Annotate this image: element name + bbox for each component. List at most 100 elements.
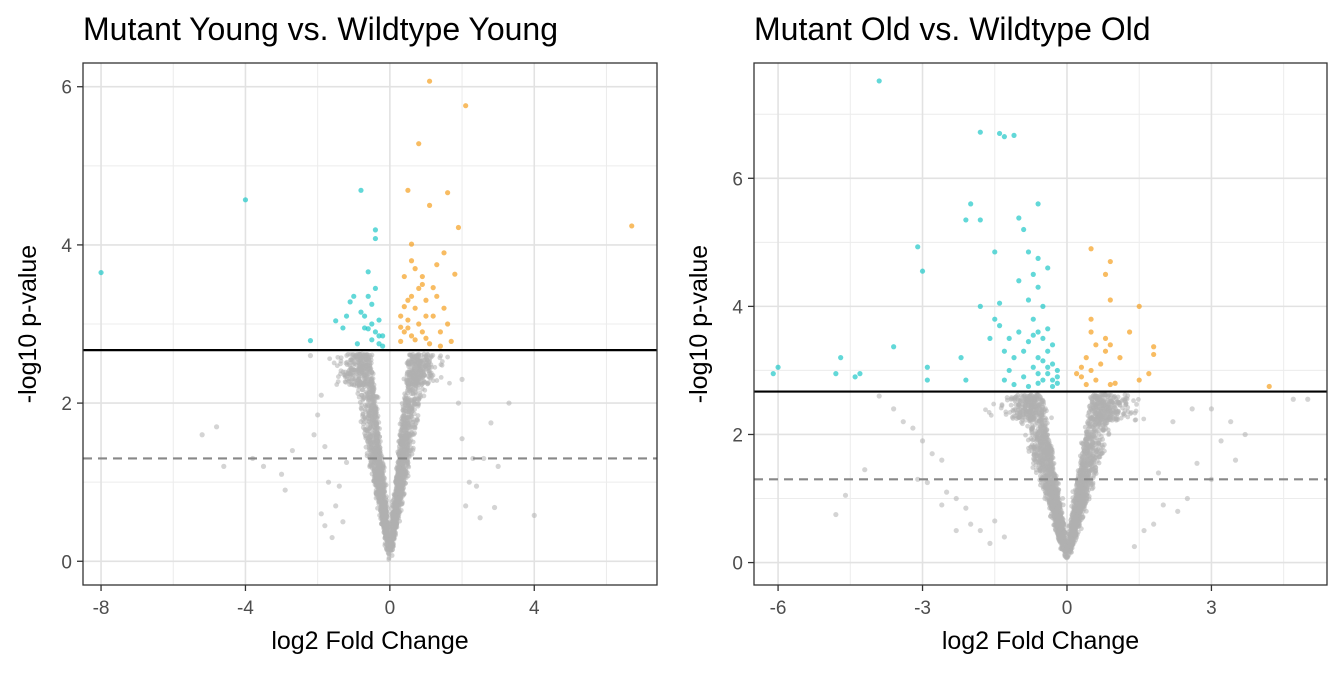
data-point-ns (412, 400, 417, 405)
data-point-ns (1102, 428, 1107, 433)
data-point-ns (356, 374, 361, 379)
data-point-ns (333, 503, 338, 508)
data-point-up (438, 344, 443, 349)
data-point-ns (407, 406, 412, 411)
data-point-down (366, 269, 371, 274)
data-point-ns (374, 492, 379, 497)
data-point-ns (1123, 403, 1128, 408)
data-point-ns (361, 425, 366, 430)
data-point-ns (359, 419, 364, 424)
data-point-ns (401, 417, 406, 422)
data-point-ns (403, 412, 408, 417)
data-point-up (423, 298, 428, 303)
data-point-up (398, 339, 403, 344)
data-point-ns (396, 491, 401, 496)
data-point-ns (369, 464, 374, 469)
data-point-up (427, 341, 432, 346)
data-point-ns (459, 436, 464, 441)
data-point-up (420, 329, 425, 334)
data-point-down (380, 344, 385, 349)
data-point-down (98, 270, 103, 275)
data-point-ns (423, 364, 428, 369)
data-point-up (427, 79, 432, 84)
data-point-ns (425, 352, 430, 357)
data-point-ns (421, 379, 426, 384)
data-point-ns (403, 430, 408, 435)
data-point-ns (315, 412, 320, 417)
data-point-down (308, 338, 313, 343)
data-point-ns (374, 427, 379, 432)
data-point-ns (349, 382, 354, 387)
data-point-ns (319, 511, 324, 516)
data-point-ns (459, 377, 464, 382)
data-point-ns (364, 352, 369, 357)
data-point-ns (311, 432, 316, 437)
data-point-ns (381, 504, 386, 509)
data-point-down (358, 188, 363, 193)
data-point-ns (348, 358, 353, 363)
data-point-ns (416, 413, 421, 418)
data-point-ns (1124, 396, 1129, 401)
data-point-ns (368, 407, 373, 412)
data-point-down (380, 333, 385, 338)
data-point-ns (384, 548, 389, 553)
data-point-ns (991, 402, 996, 407)
data-point-ns (496, 464, 501, 469)
data-point-up (456, 225, 461, 230)
data-point-ns (377, 445, 382, 450)
data-point-ns (357, 395, 362, 400)
data-point-ns (221, 464, 226, 469)
data-point-ns (1125, 415, 1130, 420)
data-point-ns (1136, 397, 1141, 402)
data-point-ns (422, 388, 427, 393)
data-point-ns (308, 353, 313, 358)
data-point-ns (413, 380, 418, 385)
data-point-ns (1012, 399, 1017, 404)
data-point-ns (374, 394, 379, 399)
data-point-ns (414, 421, 419, 426)
data-point-ns (416, 354, 421, 359)
data-point-up (434, 294, 439, 299)
data-point-down (243, 197, 248, 202)
y-tick-label: 6 (61, 78, 72, 99)
data-point-ns (463, 503, 468, 508)
data-point-ns (407, 372, 412, 377)
data-point-down (373, 227, 378, 232)
data-point-down (369, 337, 374, 342)
data-point-up (402, 304, 407, 309)
data-point-ns (416, 397, 421, 402)
data-point-up (409, 242, 414, 247)
data-point-ns (384, 515, 389, 520)
data-point-up (438, 329, 443, 334)
data-point-down (373, 329, 378, 334)
data-point-up (402, 329, 407, 334)
data-point-ns (376, 420, 381, 425)
data-point-down (340, 325, 345, 330)
data-point-ns (383, 523, 388, 528)
data-point-ns (412, 358, 417, 363)
data-point-down (333, 318, 338, 323)
data-point-up (445, 190, 450, 195)
data-point-ns (1131, 398, 1136, 403)
data-point-up (398, 325, 403, 330)
data-point-down (344, 313, 349, 318)
data-point-ns (358, 400, 363, 405)
data-point-ns (343, 373, 348, 378)
data-point-down (373, 286, 378, 291)
data-point-up (409, 258, 414, 263)
data-point-down (366, 294, 371, 299)
data-point-up (405, 298, 410, 303)
data-point-ns (326, 480, 331, 485)
data-point-ns (456, 400, 461, 405)
data-point-ns (431, 373, 436, 378)
data-point-ns (340, 519, 345, 524)
data-point-up (449, 339, 454, 344)
data-point-ns (1102, 442, 1107, 447)
x-tick-label: 4 (529, 598, 540, 619)
data-point-ns (371, 422, 376, 427)
ns-point-cloud (983, 392, 1146, 560)
data-point-ns (381, 462, 386, 467)
